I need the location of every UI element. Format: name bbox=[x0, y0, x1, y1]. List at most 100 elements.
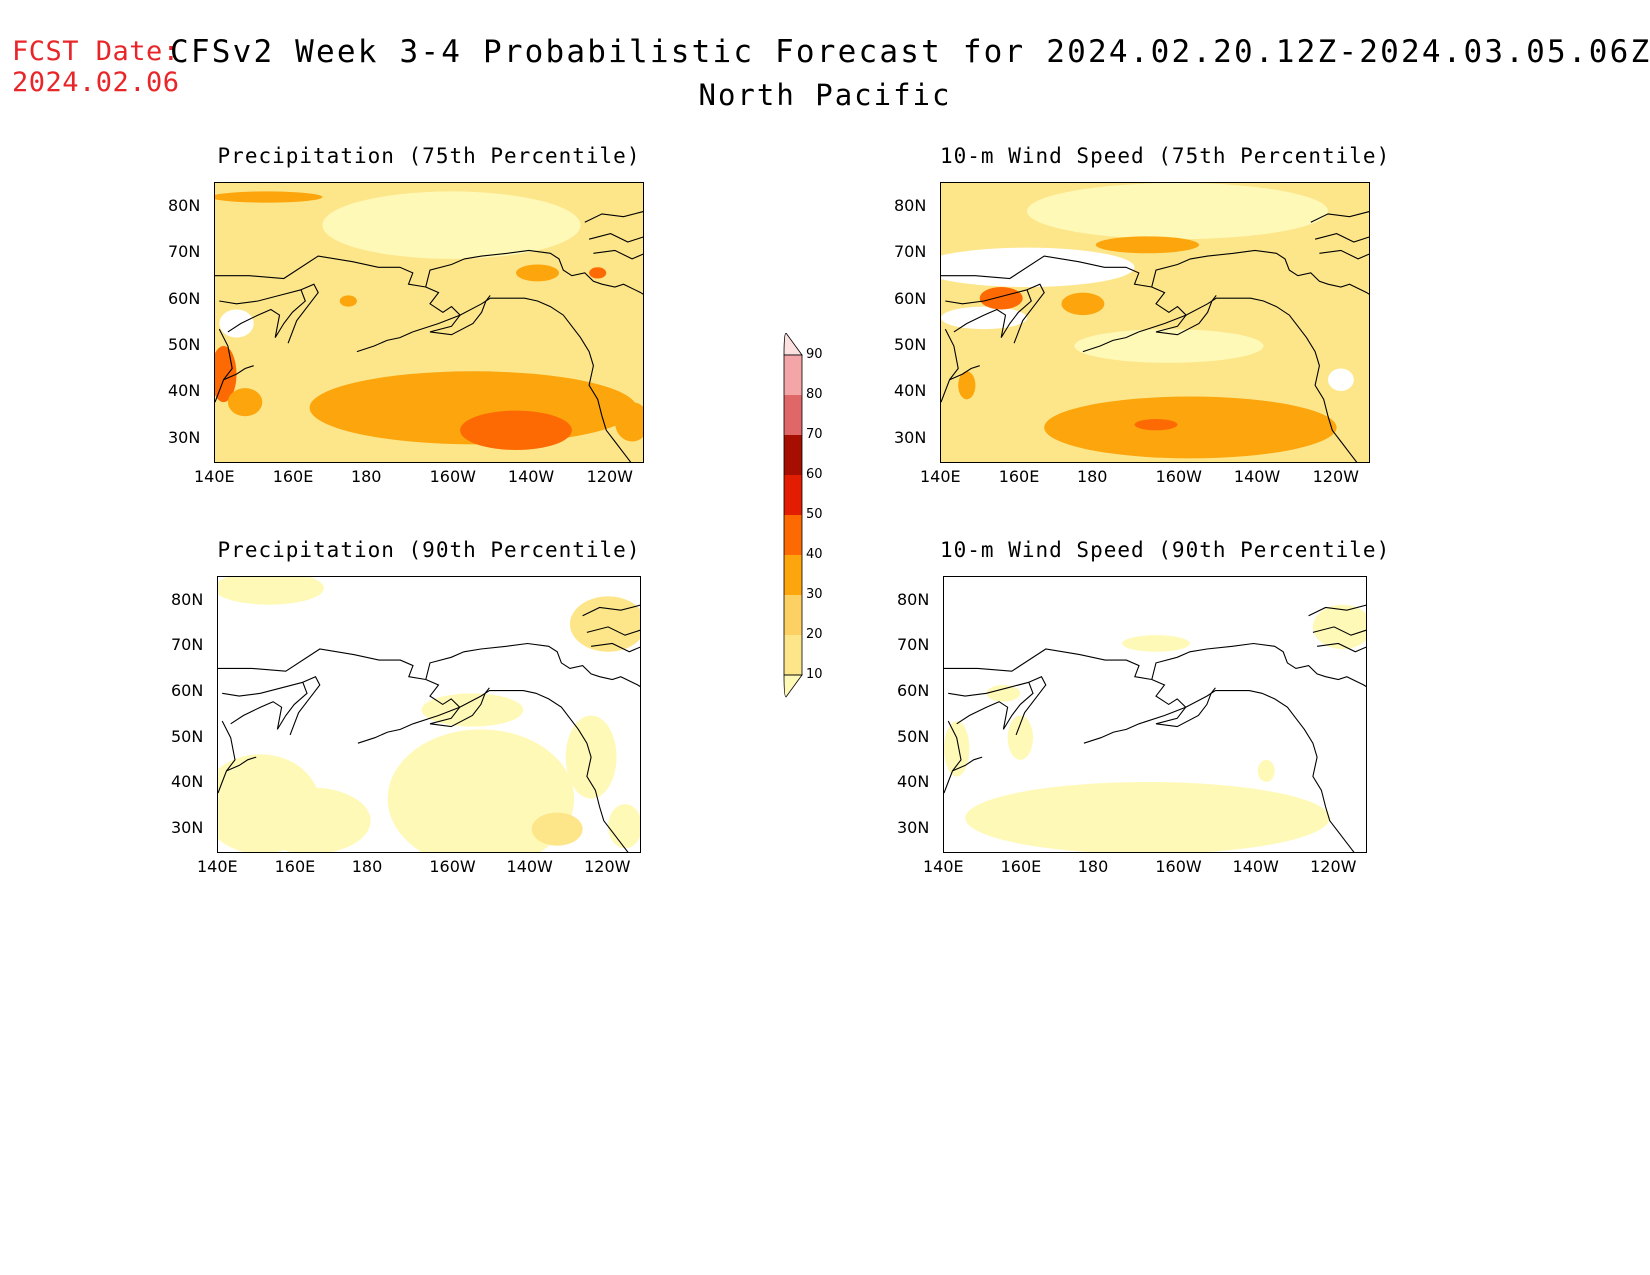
shaded-region bbox=[531, 812, 583, 846]
map-wind-90 bbox=[943, 576, 1367, 853]
colorbar-tick-label: 50 bbox=[806, 507, 823, 522]
lat-tick-label: 60N bbox=[171, 680, 204, 700]
lat-tick-label: 30N bbox=[894, 427, 927, 447]
coastline bbox=[1312, 626, 1366, 636]
map-svg bbox=[944, 577, 1366, 852]
coastline bbox=[1013, 283, 1045, 344]
coastline bbox=[425, 249, 643, 295]
colorbar: 90 80 70 60 50 40 30 20 10 bbox=[780, 332, 870, 743]
colorbar-segment bbox=[784, 395, 802, 435]
coastline bbox=[1151, 249, 1369, 295]
coastline bbox=[944, 648, 1152, 681]
map-precip-90 bbox=[217, 576, 641, 853]
coastline bbox=[586, 626, 640, 636]
colorbar-tick-label: 30 bbox=[806, 587, 823, 602]
colorbar-segment bbox=[784, 355, 802, 395]
lon-tick-label: 160E bbox=[1000, 857, 1042, 876]
lon-tick-label: 140W bbox=[507, 467, 555, 486]
coastline bbox=[1151, 678, 1216, 728]
lon-tick-label: 120W bbox=[1312, 467, 1359, 486]
coastline bbox=[356, 331, 414, 353]
lat-tick-label: 60N bbox=[168, 288, 201, 308]
shaded-region bbox=[1312, 604, 1366, 650]
coastline bbox=[219, 289, 306, 338]
coastline bbox=[1151, 286, 1217, 336]
panel-title-wind-75: 10-m Wind Speed (75th Percentile) bbox=[940, 144, 1391, 168]
lon-tick-label: 140W bbox=[506, 857, 553, 876]
panel-title-precip-75: Precipitation (75th Percentile) bbox=[217, 144, 641, 168]
shaded-region bbox=[979, 286, 1023, 310]
coastline bbox=[215, 255, 426, 288]
coastline bbox=[945, 289, 1032, 338]
shaded-region bbox=[1134, 419, 1178, 431]
lat-tick-label: 40N bbox=[171, 772, 204, 792]
shaded-region bbox=[1027, 183, 1328, 240]
lon-tick-label: 180 bbox=[350, 467, 382, 486]
coastline bbox=[1138, 297, 1358, 462]
coastline bbox=[425, 642, 640, 688]
coastline bbox=[948, 681, 1034, 730]
shaded-region bbox=[1328, 368, 1354, 391]
coastline bbox=[941, 328, 959, 403]
coastline bbox=[1314, 233, 1369, 243]
coastline bbox=[226, 756, 257, 772]
forecast-date-block: FCST Date: 2024.02.06 bbox=[12, 36, 180, 98]
lat-tick-label: 80N bbox=[894, 195, 927, 215]
coastline bbox=[425, 286, 491, 336]
lon-tick-label: 160E bbox=[998, 467, 1040, 486]
lat-tick-label: 70N bbox=[897, 635, 930, 655]
coastline bbox=[1083, 723, 1140, 744]
coastline bbox=[412, 297, 632, 462]
colorbar-segment bbox=[784, 515, 802, 555]
lat-tick-label: 70N bbox=[894, 242, 927, 262]
shaded-region bbox=[941, 306, 1027, 330]
panel-title-wind-90: 10-m Wind Speed (90th Percentile) bbox=[940, 538, 1391, 562]
lon-tick-label: 120W bbox=[1310, 857, 1357, 876]
lat-tick-label: 50N bbox=[894, 334, 927, 354]
lon-tick-label: 140E bbox=[197, 857, 238, 876]
coastline bbox=[218, 648, 426, 681]
colorbar-segment bbox=[784, 475, 802, 515]
lon-tick-label: 120W bbox=[584, 857, 631, 876]
colorbar-segment bbox=[784, 635, 802, 675]
colorbar-tick-label: 20 bbox=[806, 627, 823, 642]
coastline bbox=[588, 233, 643, 243]
coastline bbox=[949, 365, 980, 381]
shaded-region bbox=[1122, 635, 1190, 652]
colorbar-tick-label: 80 bbox=[806, 387, 823, 402]
lon-tick-label: 140E bbox=[920, 467, 961, 486]
colorbar-segment bbox=[784, 555, 802, 595]
colorbar-tick-label: 40 bbox=[806, 547, 823, 562]
lat-tick-label: 70N bbox=[171, 635, 204, 655]
coastline bbox=[1138, 690, 1355, 852]
map-svg bbox=[215, 183, 643, 462]
colorbar-cap-top bbox=[783, 332, 803, 356]
shaded-region bbox=[986, 685, 1021, 702]
lon-tick-label: 140W bbox=[1233, 467, 1281, 486]
coastline bbox=[1310, 211, 1369, 223]
colorbar-segment bbox=[784, 435, 802, 475]
lat-tick-label: 40N bbox=[168, 381, 201, 401]
shaded-region bbox=[614, 402, 643, 442]
lon-tick-label: 180 bbox=[1076, 467, 1108, 486]
lon-tick-label: 140E bbox=[923, 857, 964, 876]
lon-tick-label: 160E bbox=[272, 467, 314, 486]
coastline bbox=[1319, 249, 1369, 260]
coastline bbox=[593, 249, 643, 260]
coastline bbox=[357, 723, 414, 744]
lon-tick-label: 160W bbox=[429, 857, 476, 876]
forecast-date-label: FCST Date: bbox=[12, 36, 180, 67]
map-wind-75 bbox=[940, 182, 1370, 463]
shaded-region bbox=[1095, 236, 1199, 254]
lat-tick-label: 50N bbox=[897, 726, 930, 746]
shaded-region bbox=[215, 191, 323, 203]
lon-tick-label: 140E bbox=[194, 467, 235, 486]
shaded-region bbox=[1257, 759, 1275, 782]
shaded-region bbox=[219, 309, 254, 338]
lon-tick-label: 180 bbox=[1077, 857, 1109, 876]
page-subtitle: North Pacific bbox=[698, 78, 952, 112]
shaded-region bbox=[1061, 292, 1105, 316]
coastline bbox=[582, 604, 640, 617]
shaded-region bbox=[387, 729, 575, 852]
shaded-region bbox=[589, 267, 607, 279]
